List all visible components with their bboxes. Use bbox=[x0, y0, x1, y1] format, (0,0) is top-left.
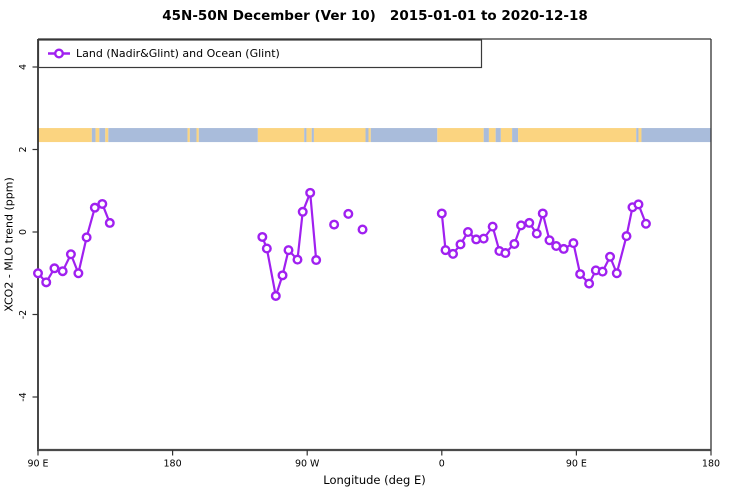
map-strip bbox=[38, 128, 711, 143]
plot-border bbox=[37, 38, 712, 452]
data-point bbox=[81, 232, 92, 243]
data-point bbox=[41, 277, 52, 288]
legend-marker-icon bbox=[54, 48, 65, 59]
data-point bbox=[89, 202, 100, 213]
data-point bbox=[283, 245, 294, 256]
data-point bbox=[633, 199, 644, 210]
x-axis-label: Longitude (deg E) bbox=[323, 473, 426, 487]
data-point bbox=[544, 235, 555, 246]
data-point bbox=[305, 187, 316, 198]
data-point bbox=[575, 269, 586, 280]
x-axis-ticks: 90 E 180 90 W 0 90 E 180 bbox=[27, 450, 720, 470]
data-point bbox=[516, 220, 527, 231]
svg-text:4: 4 bbox=[18, 64, 29, 70]
data-point bbox=[487, 221, 498, 232]
data-point bbox=[277, 270, 288, 281]
data-point bbox=[297, 206, 308, 217]
data-point bbox=[640, 218, 651, 229]
svg-text:0: 0 bbox=[439, 459, 445, 470]
data-point bbox=[584, 278, 595, 289]
legend bbox=[37, 39, 483, 69]
data-point bbox=[531, 228, 542, 239]
data-point bbox=[455, 239, 466, 250]
svg-text:90 E: 90 E bbox=[27, 459, 48, 470]
svg-text:0: 0 bbox=[18, 229, 29, 235]
data-point bbox=[33, 268, 44, 279]
data-point bbox=[448, 248, 459, 259]
data-point bbox=[261, 243, 272, 254]
data-point bbox=[558, 243, 569, 254]
data-point bbox=[257, 231, 268, 242]
svg-text:-4: -4 bbox=[18, 392, 29, 401]
y-axis-ticks: -4 -2 0 2 4 bbox=[18, 64, 38, 402]
data-point bbox=[440, 245, 451, 256]
chart-title: 45N-50N December (Ver 10) 2015-01-01 to … bbox=[162, 8, 588, 24]
data-point bbox=[621, 231, 632, 242]
data-point bbox=[597, 266, 608, 277]
data-point bbox=[73, 268, 84, 279]
data-point bbox=[311, 255, 322, 266]
svg-text:2: 2 bbox=[18, 146, 29, 152]
data-point bbox=[568, 238, 579, 249]
data-point bbox=[524, 217, 535, 228]
data-point bbox=[357, 224, 368, 235]
data-series bbox=[33, 187, 651, 301]
data-point bbox=[329, 219, 340, 230]
data-point bbox=[605, 251, 616, 262]
svg-text:180: 180 bbox=[702, 459, 720, 470]
data-point bbox=[292, 254, 303, 265]
data-point bbox=[97, 198, 108, 209]
svg-text:-2: -2 bbox=[18, 310, 29, 319]
data-point bbox=[65, 249, 76, 260]
data-point bbox=[49, 263, 60, 274]
data-point bbox=[57, 266, 68, 277]
legend-label: Land (Nadir&Glint) and Ocean (Glint) bbox=[76, 47, 280, 60]
data-point bbox=[478, 233, 489, 244]
data-point bbox=[343, 208, 354, 219]
svg-text:90 W: 90 W bbox=[295, 459, 320, 470]
data-point bbox=[500, 248, 511, 259]
data-point bbox=[436, 208, 447, 219]
data-point bbox=[270, 290, 281, 301]
data-point bbox=[611, 268, 622, 279]
data-point bbox=[509, 238, 520, 249]
svg-text:180: 180 bbox=[164, 459, 182, 470]
data-point bbox=[104, 217, 115, 228]
data-point bbox=[462, 226, 473, 237]
svg-text:90 E: 90 E bbox=[566, 459, 587, 470]
data-point bbox=[537, 208, 548, 219]
